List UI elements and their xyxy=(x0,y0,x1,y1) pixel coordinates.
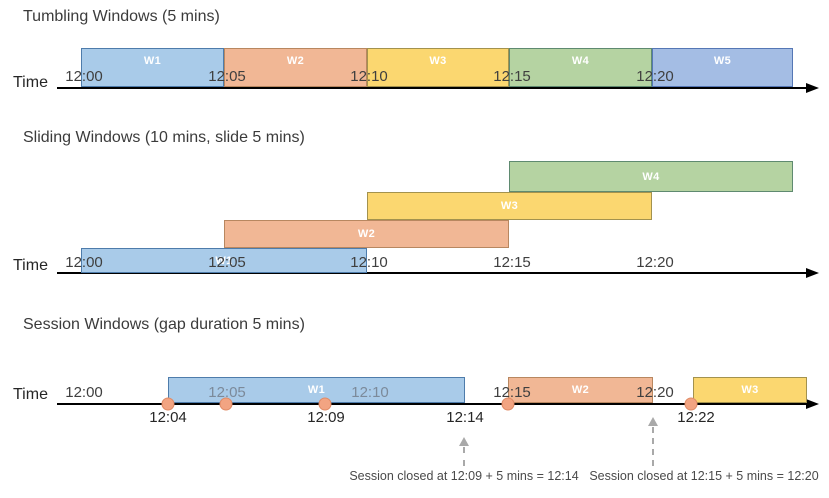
tick-label: 12:05 xyxy=(208,68,246,85)
event-time-label: 12:09 xyxy=(307,409,345,426)
tick-label: 12:00 xyxy=(65,384,103,401)
dashed-arrow-line xyxy=(652,427,654,466)
tick-label: 12:00 xyxy=(65,68,103,85)
session-axis-arrow-icon xyxy=(806,399,819,409)
event-dot xyxy=(684,397,698,411)
tumbling-axis-line xyxy=(57,87,807,89)
event-dot xyxy=(161,397,175,411)
sliding-time-axis-label: Time xyxy=(13,257,48,274)
tumbling-time-axis-label: Time xyxy=(13,74,48,91)
sliding-axis-line xyxy=(57,272,807,274)
session-title: Session Windows (gap duration 5 mins) xyxy=(23,316,305,333)
session-close-annotation: Session closed at 12:15 + 5 mins = 12:20 xyxy=(589,469,819,483)
tick-label: 12:10 xyxy=(350,254,388,271)
sliding-title: Sliding Windows (10 mins, slide 5 mins) xyxy=(23,129,305,146)
window-label: W3 xyxy=(500,200,519,212)
session-time-axis-label: Time xyxy=(13,386,48,403)
window-label: W4 xyxy=(571,55,590,67)
session-window-bar-w1: W1 xyxy=(168,377,465,403)
window-label: W2 xyxy=(286,55,305,67)
tick-label: 12:10 xyxy=(351,384,389,401)
tumbling-window-bar-w3: W3 xyxy=(367,48,509,87)
event-dot xyxy=(219,397,233,411)
window-label: W4 xyxy=(642,170,660,183)
tick-label: 12:05 xyxy=(208,254,246,271)
tick-label: 12:20 xyxy=(636,384,674,401)
sliding-window-bar-w1: W1 xyxy=(81,248,367,273)
tumbling-window-bar-w4: W4 xyxy=(509,48,652,87)
session-window-bar-w2: W2 xyxy=(508,377,653,403)
tick-label: 12:05 xyxy=(208,384,246,401)
event-dot xyxy=(501,397,515,411)
dashed-up-arrow-icon xyxy=(648,417,658,426)
sliding-axis-arrow-icon xyxy=(806,268,819,278)
session-close-annotation: Session closed at 12:09 + 5 mins = 12:14 xyxy=(349,469,579,483)
tick-label: 12:10 xyxy=(350,68,388,85)
window-label: W5 xyxy=(713,55,732,67)
window-label: W2 xyxy=(357,228,376,240)
tick-label: 12:15 xyxy=(493,68,531,85)
window-label: W3 xyxy=(429,55,447,67)
tick-label: 12:00 xyxy=(65,254,103,271)
tick-label: 12:15 xyxy=(493,384,531,401)
event-time-label: 12:14 xyxy=(446,409,484,426)
window-label: W2 xyxy=(571,384,590,396)
event-time-label: 12:04 xyxy=(149,409,187,426)
window-label: W1 xyxy=(307,384,326,396)
session-axis-line xyxy=(57,403,807,405)
event-dot xyxy=(318,397,332,411)
dashed-up-arrow-icon xyxy=(459,437,469,446)
window-label: W3 xyxy=(741,384,759,396)
window-label: W1 xyxy=(143,55,162,67)
tumbling-window-bar-w5: W5 xyxy=(652,48,793,87)
window-label: W1 xyxy=(215,254,233,267)
tumbling-axis-arrow-icon xyxy=(806,83,819,93)
sliding-window-bar-w3: W3 xyxy=(367,192,652,220)
tumbling-title: Tumbling Windows (5 mins) xyxy=(23,8,220,25)
tumbling-window-bar-w2: W2 xyxy=(224,48,367,87)
tick-label: 12:15 xyxy=(493,254,531,271)
sliding-window-bar-w2: W2 xyxy=(224,220,509,248)
tumbling-window-bar-w1: W1 xyxy=(81,48,224,87)
tick-label: 12:20 xyxy=(636,254,674,271)
sliding-window-bar-w4: W4 xyxy=(509,161,793,192)
dashed-arrow-line xyxy=(463,447,465,466)
tick-label: 12:20 xyxy=(636,68,674,85)
event-time-label: 12:22 xyxy=(677,409,715,426)
session-window-bar-w3: W3 xyxy=(693,377,807,403)
